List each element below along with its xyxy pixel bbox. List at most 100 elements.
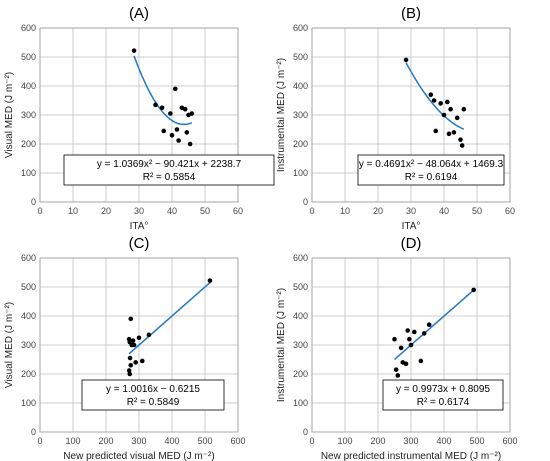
plot-frame xyxy=(311,27,511,203)
fit-equation: y = 0.9973x + 0.8095 xyxy=(396,384,490,395)
x-tick-label: 30 xyxy=(134,206,144,216)
y-tick-label: 600 xyxy=(293,23,308,33)
x-tick-label: 200 xyxy=(98,436,113,446)
data-point xyxy=(459,143,465,148)
data-point xyxy=(461,106,467,112)
data-point xyxy=(418,358,424,364)
data-point xyxy=(153,102,158,108)
data-point xyxy=(398,345,404,351)
data-point xyxy=(159,105,165,111)
x-tick-label: 600 xyxy=(230,436,245,446)
r-squared: R² = 0.6174 xyxy=(417,397,470,408)
data-point xyxy=(168,111,173,116)
x-tick-label: 500 xyxy=(469,436,484,446)
y-tick-label: 600 xyxy=(293,253,308,263)
trendline xyxy=(128,282,211,355)
y-tick-label: 300 xyxy=(293,110,308,120)
panel-label: (D) xyxy=(401,235,422,252)
plot-frame xyxy=(39,27,239,203)
x-tick-label: 300 xyxy=(131,436,146,446)
data-point xyxy=(187,141,193,147)
y-tick-label: 200 xyxy=(293,139,308,149)
x-tick-label: 50 xyxy=(200,206,210,216)
data-point xyxy=(395,373,401,378)
y-tick-label: 100 xyxy=(293,168,308,178)
y-tick-label: 500 xyxy=(21,52,36,62)
chart-panel-0: (A)0 10 20 30 40 50 600100200300400500600ITA°V… xyxy=(4,5,275,232)
y-tick-label: 300 xyxy=(293,340,308,350)
chart-panel-3: (D) 0 100 200 300 400 500 600 0 100 200 300 400 500 60… xyxy=(276,235,518,461)
x-axis-label: ITA° xyxy=(402,221,421,232)
x-tick-label: 400 xyxy=(164,436,179,446)
y-tick-label: 100 xyxy=(293,398,308,408)
plot-frame xyxy=(311,257,511,433)
data-point xyxy=(454,115,460,121)
data-point xyxy=(431,98,437,103)
data-point xyxy=(438,101,444,106)
y-tick-label: 400 xyxy=(293,311,308,321)
x-axis-label: New predicted visual MED (J m⁻²) xyxy=(63,451,214,461)
data-point xyxy=(176,138,181,143)
y-tick-label: 400 xyxy=(21,81,36,91)
y-tick-label: 600 xyxy=(21,253,36,263)
data-point xyxy=(405,328,411,333)
y-tick-label: 200 xyxy=(293,369,308,379)
data-point xyxy=(131,342,137,348)
x-tick-label: 30 xyxy=(406,206,416,216)
x-tick-label: 50 xyxy=(472,206,482,216)
data-point xyxy=(441,112,447,118)
x-tick-label: 20 xyxy=(101,206,111,216)
y-tick-label: 400 xyxy=(293,81,308,91)
x-tick-label: 600 xyxy=(502,436,517,446)
y-tick-label: 400 xyxy=(21,311,36,321)
data-point xyxy=(130,338,136,343)
x-tick-label: 60 xyxy=(505,206,515,216)
x-tick-label: 200 xyxy=(370,436,385,446)
x-tick-label: 100 xyxy=(337,436,352,446)
x-tick-label: 10 xyxy=(340,206,350,216)
data-point xyxy=(403,361,409,367)
y-tick-label: 100 xyxy=(21,398,36,408)
x-axis-label: ITA° xyxy=(130,221,149,232)
x-tick-label: 0 xyxy=(309,436,314,446)
data-point xyxy=(133,360,138,365)
data-point xyxy=(448,106,453,112)
data-point xyxy=(426,322,432,328)
plot-frame xyxy=(39,257,239,433)
data-point xyxy=(471,287,477,293)
data-point xyxy=(408,342,414,348)
y-tick-label: 100 xyxy=(21,168,36,178)
data-point xyxy=(407,336,412,342)
y-tick-label: 200 xyxy=(21,369,36,379)
data-point xyxy=(127,371,133,377)
equation-box xyxy=(357,154,505,186)
y-tick-label: 300 xyxy=(21,110,36,120)
y-axis-label: Visual MED (J m⁻²) xyxy=(4,72,15,158)
data-point xyxy=(126,368,132,373)
data-point xyxy=(127,355,133,361)
equation-box xyxy=(81,379,225,411)
x-tick-label: 40 xyxy=(439,206,449,216)
data-point xyxy=(207,278,213,283)
x-tick-label: 0 xyxy=(37,436,42,446)
data-point xyxy=(421,331,427,336)
data-point xyxy=(393,367,399,372)
data-point xyxy=(128,363,134,368)
y-axis-label: Instrumental MED (J m⁻²) xyxy=(276,288,287,402)
chart-panel-1: (B)0 10 20 30 40 50 600100200300400500600ITA°I… xyxy=(276,5,515,232)
y-tick-label: 500 xyxy=(293,282,308,292)
x-tick-label: 0 xyxy=(309,206,314,216)
x-tick-label: 400 xyxy=(436,436,451,446)
x-tick-label: 20 xyxy=(373,206,383,216)
data-point xyxy=(428,92,434,97)
y-axis-label: Visual MED (J m⁻²) xyxy=(4,302,15,388)
x-tick-label: 10 xyxy=(68,206,78,216)
x-tick-label: 0 xyxy=(37,206,42,216)
x-tick-label: 300 xyxy=(403,436,418,446)
fit-equation: y = 1.0369x² − 90.421x + 2238.7 xyxy=(97,159,242,170)
data-point xyxy=(433,128,439,134)
panel-label: (A) xyxy=(129,5,149,22)
panel-label: (C) xyxy=(129,235,150,252)
panel-label: (B) xyxy=(401,5,421,22)
